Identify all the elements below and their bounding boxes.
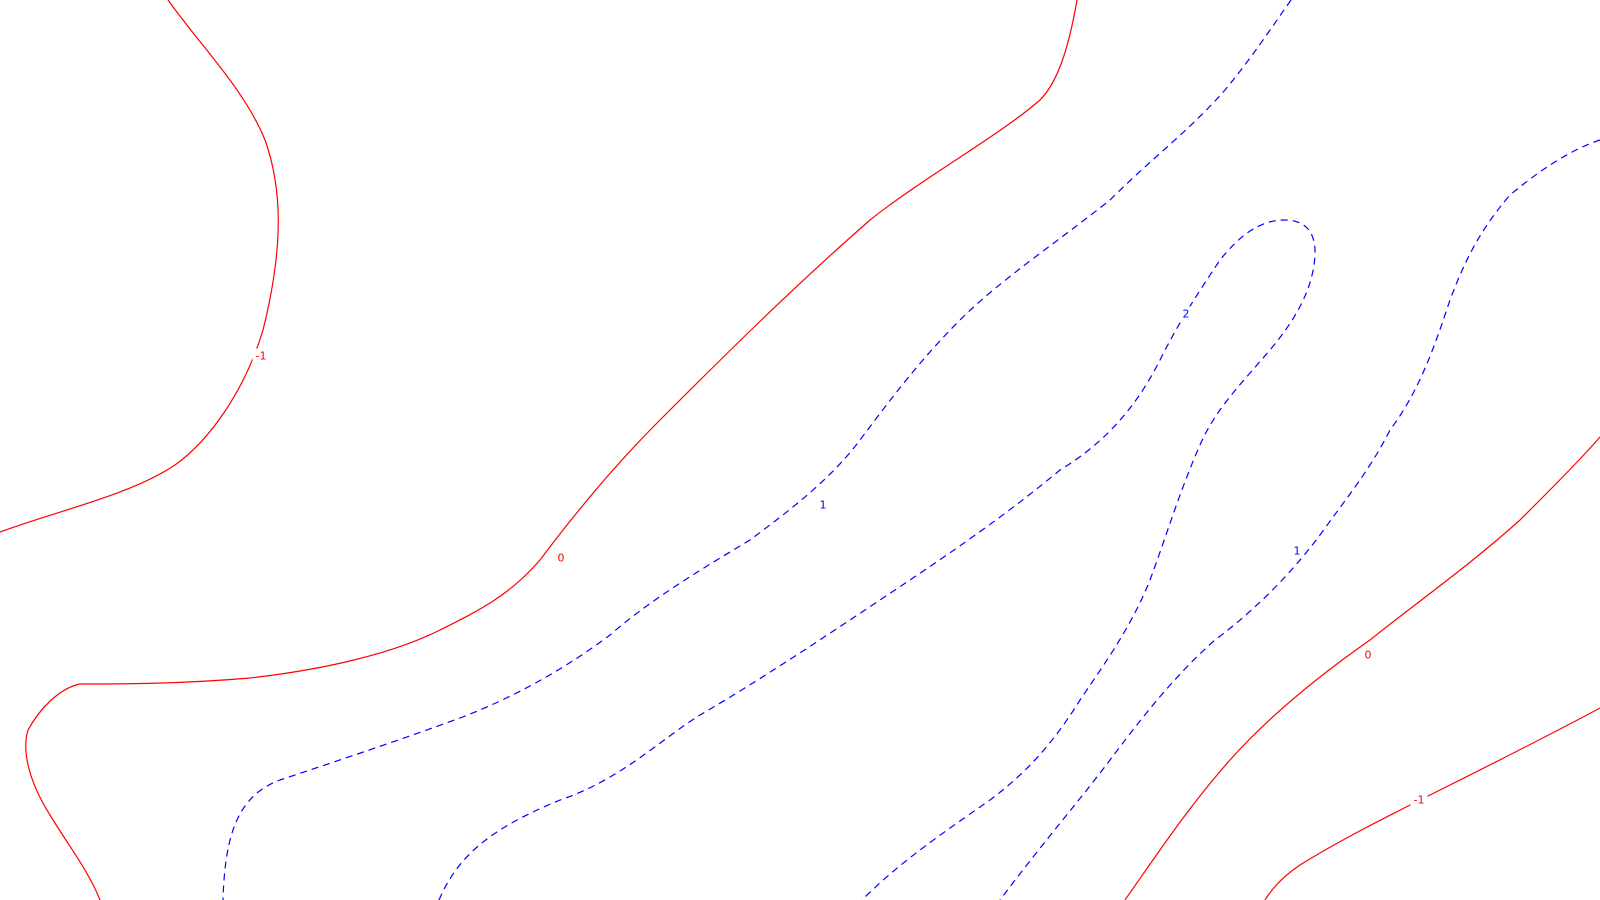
contour-label-0-right: 0 (1365, 649, 1372, 662)
contour-label-gap (816, 497, 830, 513)
contour-label-gap (1361, 647, 1375, 663)
contour-label-minus1-left: -1 (256, 350, 267, 363)
contour-line-1-right (999, 139, 1600, 900)
contour-label-0-left: 0 (558, 552, 565, 565)
contour-label-gap (252, 348, 270, 364)
contour-label-minus1-right: -1 (1414, 794, 1425, 807)
contour-label-gap (1290, 543, 1304, 559)
contour-label-2-loop: 2 (1183, 308, 1190, 321)
contour-line-0-right (1124, 436, 1600, 900)
contour-label-gap (1410, 792, 1428, 808)
contour-line-minus1-topleft (0, 0, 279, 533)
contour-label-gap (1179, 306, 1193, 322)
contour-label-1-left: 1 (820, 499, 827, 512)
contour-line-0-center (25, 0, 1078, 900)
contour-label-1-right: 1 (1294, 545, 1301, 558)
contour-line-1-upper (222, 0, 1292, 900)
contour-line-2-loop (438, 219, 1316, 900)
contour-label-gap (554, 550, 568, 566)
contour-line-minus1-bottomright (1264, 707, 1600, 900)
